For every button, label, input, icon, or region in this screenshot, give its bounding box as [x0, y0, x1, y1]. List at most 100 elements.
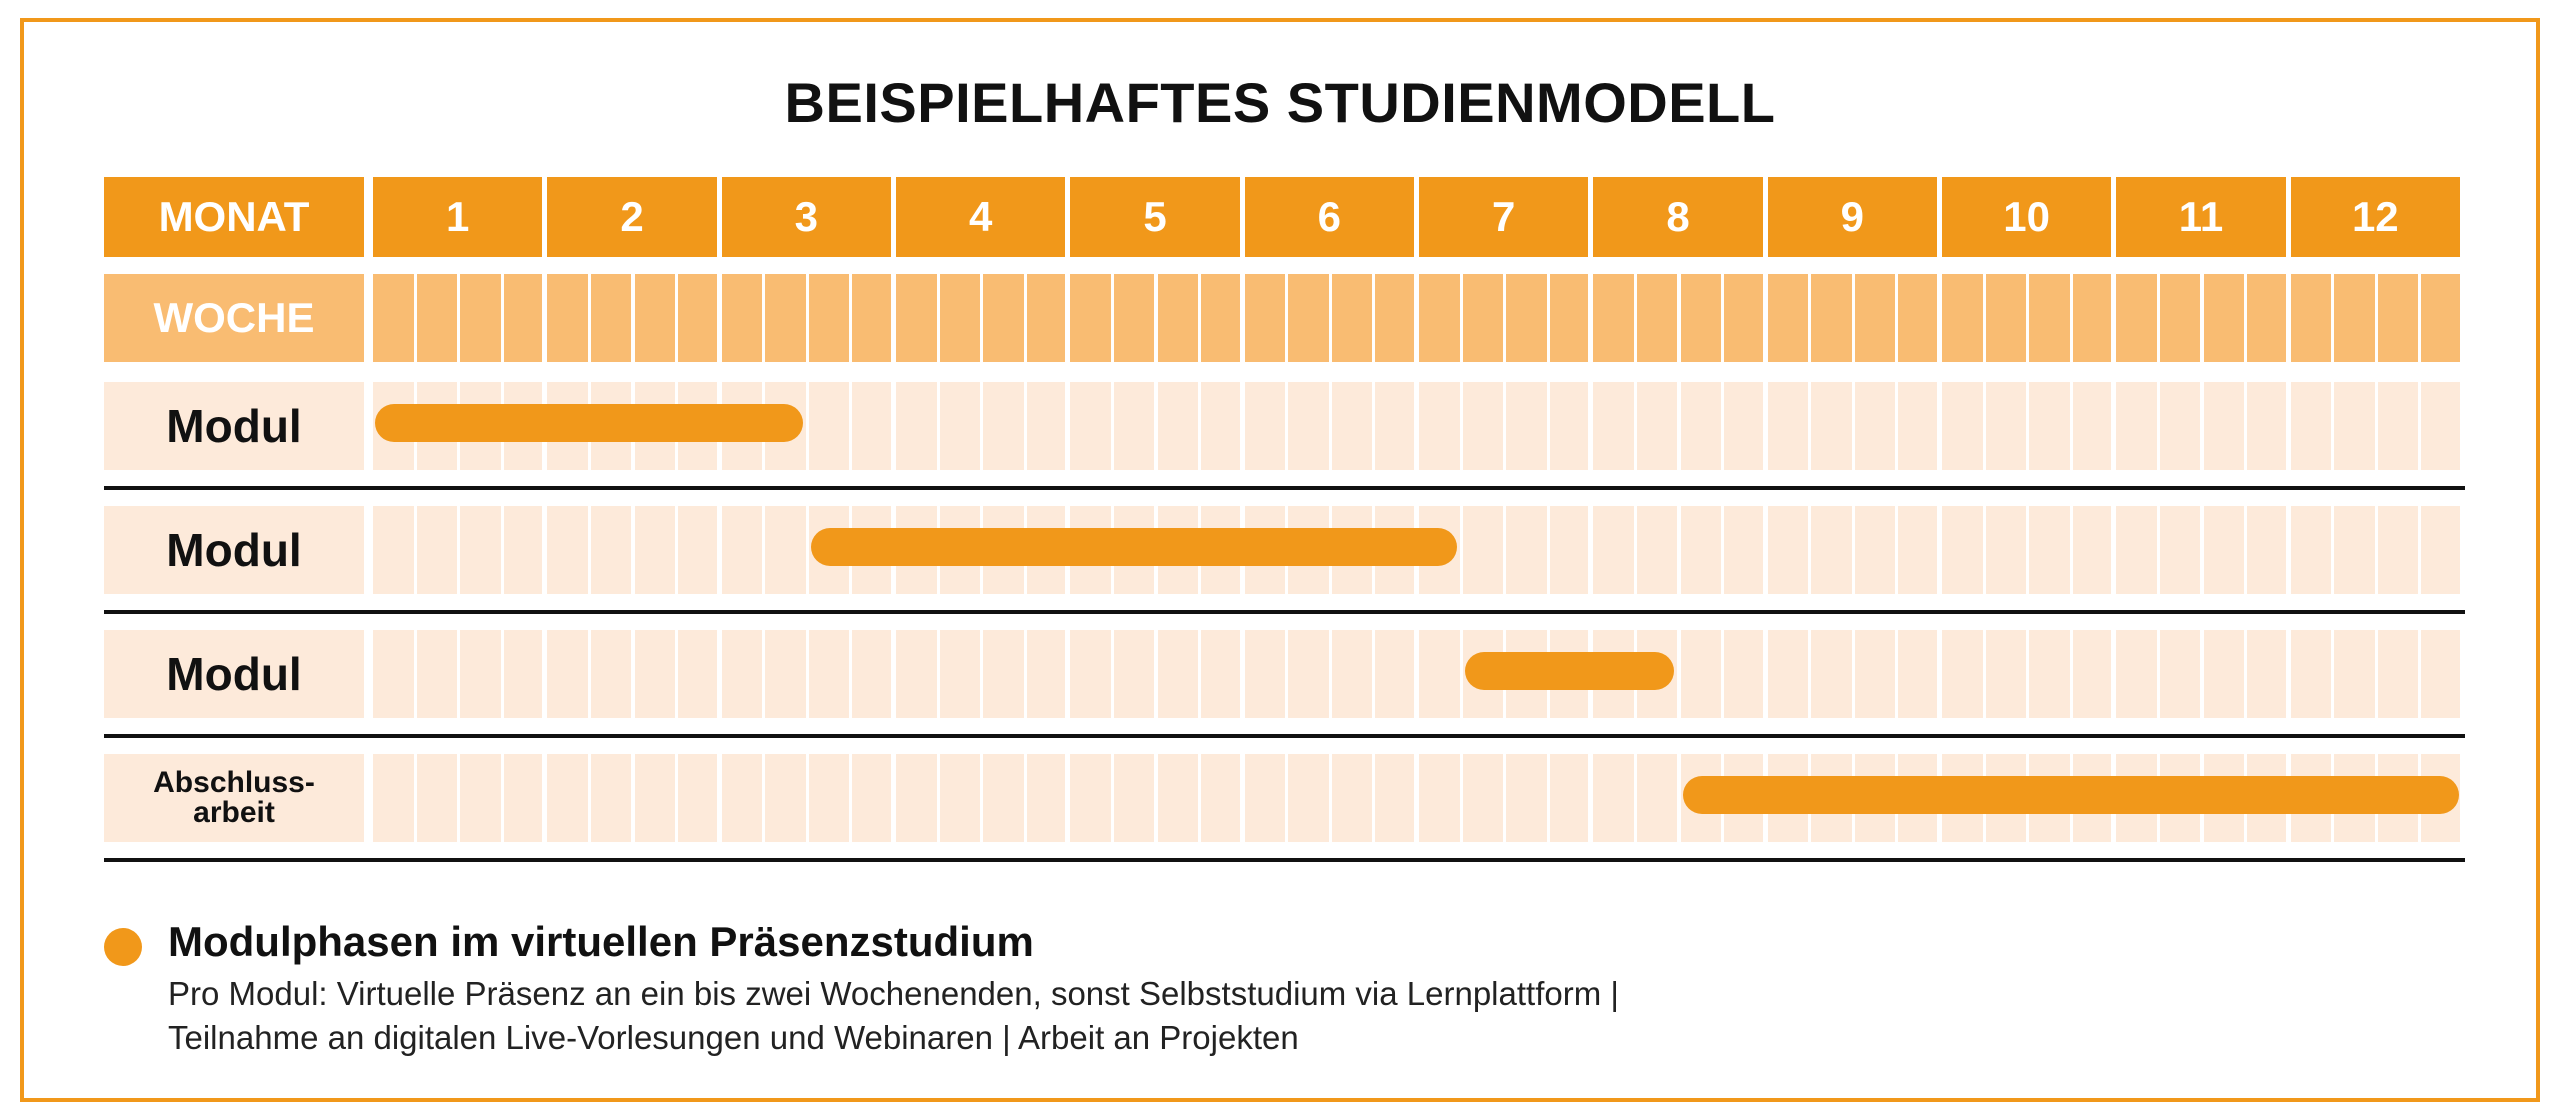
month-number: 10: [2003, 193, 2051, 240]
week-cell: [2290, 274, 2332, 362]
week-slot: [939, 630, 981, 718]
week-slot: [852, 754, 891, 842]
week-slot: [1549, 754, 1589, 842]
week-slot: [1593, 506, 1634, 594]
week-cell: [1026, 274, 1066, 362]
week-slot: [1419, 382, 1460, 470]
week-slot: [1113, 754, 1155, 842]
week-cell: [1636, 274, 1678, 362]
week-slot: [1942, 630, 1983, 718]
week-slot: [1375, 630, 1414, 718]
month-cell: [547, 177, 717, 257]
week-slot: [2421, 630, 2460, 718]
week-slot: [1724, 382, 1763, 470]
week-slot: [373, 630, 414, 718]
row-label-bg: [104, 754, 364, 842]
week-cell: [2116, 274, 2157, 362]
week-cell: [1985, 274, 2027, 362]
week-slot: [1331, 630, 1373, 718]
week-slot: [2159, 630, 2201, 718]
month-number: 12: [2351, 193, 2399, 240]
week-cell: [1201, 274, 1240, 362]
week-slot: [721, 754, 763, 842]
week-cell: [1375, 274, 1414, 362]
month-cell: [1767, 177, 1937, 257]
week-cell: [939, 274, 981, 362]
week-cell: [2377, 274, 2419, 362]
week-slot: [1985, 506, 2027, 594]
week-cell: [808, 274, 850, 362]
week-slot: [2072, 382, 2112, 470]
week-slot: [2290, 630, 2332, 718]
week-slot: [1985, 630, 2027, 718]
week-slot: [590, 754, 632, 842]
week-slot: [1070, 754, 1111, 842]
week-cell: [765, 274, 806, 362]
legend-description-line-1: Pro Modul: Virtuelle Präsenz an ein bis …: [168, 975, 1619, 1012]
diagram-title: BEISPIELHAFTES STUDIENMODELL: [784, 71, 1776, 134]
week-slot: [721, 630, 763, 718]
week-slot: [983, 630, 1024, 718]
week-slot: [2029, 630, 2070, 718]
week-slot: [1331, 382, 1373, 470]
module-phase-bar: [375, 404, 803, 442]
week-slot: [808, 630, 850, 718]
month-cell: [1070, 177, 1240, 257]
week-slot: [1898, 630, 1937, 718]
week-slot: [1811, 382, 1852, 470]
week-cell: [1811, 274, 1852, 362]
week-slot: [2029, 506, 2070, 594]
week-slot: [1767, 382, 1809, 470]
week-slot: [939, 754, 981, 842]
row-separator: [104, 610, 2465, 614]
week-cell: [547, 274, 588, 362]
week-slot: [503, 630, 543, 718]
week-cell: [1070, 274, 1111, 362]
legend-description-line-2: Teilnahme an digitalen Live-Vorlesungen …: [168, 1019, 1299, 1056]
month-header-label-bg: [104, 177, 364, 257]
week-slot: [2421, 506, 2460, 594]
month-cell: [2290, 177, 2460, 257]
week-slot: [416, 754, 458, 842]
week-cell: [373, 274, 414, 362]
legend-description: Pro Modul: Virtuelle Präsenz an ein bis …: [168, 972, 1868, 1060]
week-slot: [1767, 506, 1809, 594]
week-slot: [1157, 630, 1199, 718]
week-slot: [2072, 630, 2112, 718]
week-slot: [2203, 506, 2245, 594]
week-slot: [1854, 630, 1896, 718]
row-label-module-3: Modul: [166, 648, 302, 700]
week-slot: [1201, 630, 1240, 718]
week-slot: [765, 506, 806, 594]
week-header-label: WOCHE: [153, 294, 315, 341]
week-slot: [2247, 382, 2286, 470]
week-cell: [1898, 274, 1937, 362]
month-cell: [1244, 177, 1414, 257]
week-header-label-bg: [104, 274, 364, 362]
month-cell: [2116, 177, 2286, 257]
week-cell: [1462, 274, 1504, 362]
week-slot: [590, 506, 632, 594]
week-slot: [416, 630, 458, 718]
week-slot: [2377, 506, 2419, 594]
week-slot: [1244, 754, 1286, 842]
week-slot: [373, 506, 414, 594]
week-slot: [1942, 382, 1983, 470]
week-slot: [1680, 506, 1722, 594]
week-slot: [547, 630, 588, 718]
week-slot: [1854, 506, 1896, 594]
week-cell: [2247, 274, 2286, 362]
row-label-bg: [104, 630, 364, 718]
week-cell: [2159, 274, 2201, 362]
week-slot: [678, 630, 717, 718]
row-label-bg: [104, 506, 364, 594]
week-cell: [460, 274, 501, 362]
module-phase-bar: [810, 528, 1457, 566]
week-slot: [2290, 506, 2332, 594]
week-slot: [678, 506, 717, 594]
week-slot: [2334, 506, 2375, 594]
week-slot: [1724, 630, 1763, 718]
week-slot: [1549, 506, 1589, 594]
week-cell: [2072, 274, 2112, 362]
